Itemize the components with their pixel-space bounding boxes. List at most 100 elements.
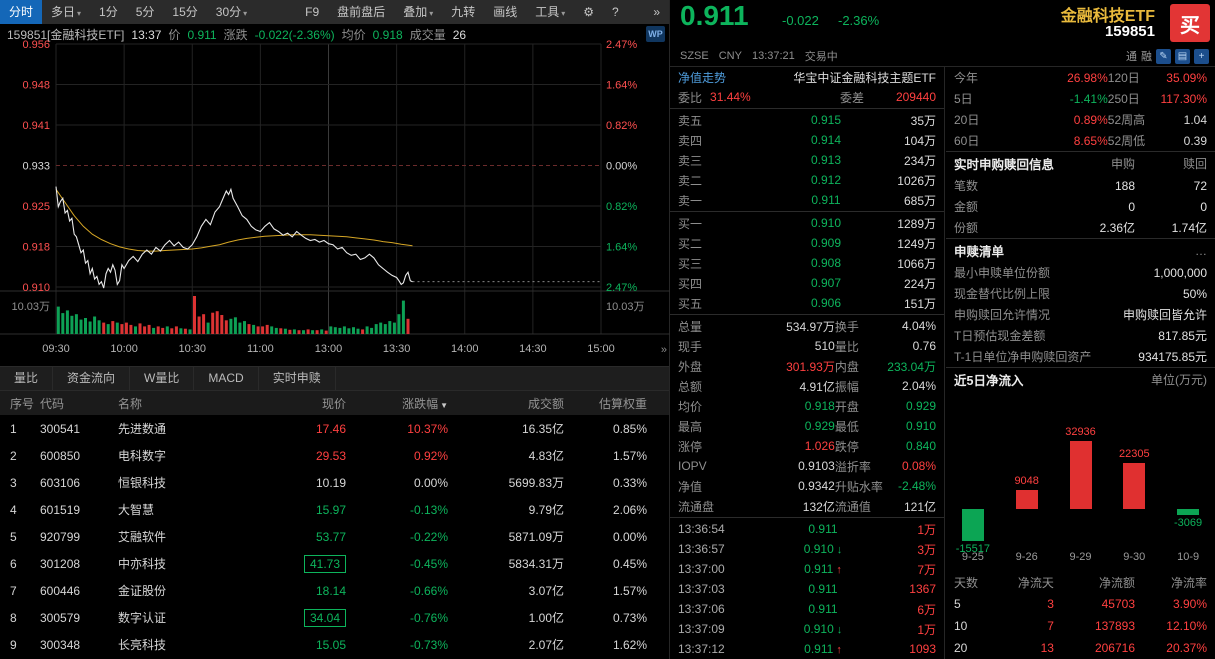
price-axis-label: 0.941 — [22, 120, 50, 132]
bid-row[interactable]: 买三 0.908 1066万 — [678, 256, 936, 271]
unit-label: 单位(万元) — [1151, 373, 1207, 387]
dropdown-arrow-icon: ▾ — [77, 9, 82, 18]
holdings-row[interactable]: 6 301208 中亦科技 41.73 -0.45% 5834.31万 0.45% — [10, 554, 647, 573]
column-header-现价[interactable]: 现价 — [321, 396, 346, 411]
bid-row[interactable]: 买四 0.907 224万 — [678, 276, 936, 291]
bid-row[interactable]: 买五 0.906 151万 — [678, 296, 936, 311]
bid-row[interactable]: 买二 0.909 1249万 — [678, 236, 936, 251]
ask-row[interactable]: 卖一 0.911 685万 — [678, 193, 936, 208]
price-arrow-icon: ↓ — [836, 624, 843, 636]
toolbar-action-工具[interactable]: 工具 ▾ — [535, 5, 566, 19]
tick-row: 13:36:54 0.911 1万 — [678, 522, 936, 537]
buy-button[interactable]: 买 — [1170, 4, 1210, 42]
ask-row[interactable]: 卖五 0.915 35万 — [678, 113, 936, 128]
pane-tab-量比[interactable]: 量比 — [0, 367, 54, 390]
percent-axis-label: 2.47% — [606, 282, 637, 294]
ask-row[interactable]: 卖三 0.913 234万 — [678, 153, 936, 168]
toolbar-action-叠加[interactable]: 叠加 ▾ — [403, 5, 434, 19]
redemption-col-header: 赎回 — [1182, 157, 1207, 171]
toolbar-tab-1分[interactable]: 1分 — [99, 5, 118, 19]
shortable-badge: 融 — [1141, 51, 1152, 63]
pane-tab-资金流向[interactable]: 资金流向 — [53, 367, 131, 390]
weibi-row: 委比 31.44% 委差 209440 — [670, 87, 944, 107]
time-axis-label: 14:00 — [451, 343, 479, 355]
toolbar-action-画线[interactable]: 画线 — [493, 5, 518, 19]
toolbar-more-icon[interactable]: » — [653, 5, 660, 19]
nav-row: 净值走势 华宝中证金融科技主题ETF — [670, 67, 944, 87]
toolbar-action-九转[interactable]: 九转 — [451, 5, 476, 19]
price-axis-label: 0.910 — [22, 282, 50, 294]
quote-stats: 总量 534.97万 换手 4.04% 现手 510 量比 0.76 外盘 301.93万 内盘 23… — [670, 316, 944, 516]
ask-row[interactable]: 卖四 0.914 104万 — [678, 133, 936, 148]
performance-grid: 今年 26.98% 120日 35.09% 5日 -1.41% 250日 117.30% 20日… — [946, 67, 1215, 151]
column-header-涨跌幅[interactable]: 涨跌幅 ▼ — [402, 396, 448, 411]
holdings-row[interactable]: 8 300579 数字认证 34.04 -0.76% 1.00亿 0.73% — [10, 608, 647, 627]
time-and-sales[interactable]: 13:36:54 0.911 1万 13:36:57 0.910 ↓ 3万 13:37:00 0… — [670, 519, 944, 659]
time-axis-label: 11:00 — [247, 343, 274, 355]
divider — [670, 108, 944, 109]
flow-value: -15517 — [955, 543, 991, 556]
settings-gear-icon[interactable]: ⚙ — [583, 5, 595, 19]
holdings-row[interactable]: 7 600446 金证股份 18.14 -0.66% 3.07亿 1.57% — [10, 583, 647, 599]
column-header-代码[interactable]: 代码 — [40, 396, 65, 411]
snapshot-avg: 0.918 — [372, 27, 403, 42]
holdings-row[interactable]: 9 300348 长亮科技 15.05 -0.73% 2.07亿 1.62% — [10, 637, 647, 653]
symbol-label: 159851[金融科技ETF] — [7, 28, 125, 42]
toolbar-tab-5分[interactable]: 5分 — [135, 5, 155, 19]
monitor-icon[interactable]: ▤ — [1175, 48, 1190, 64]
divider — [670, 314, 944, 315]
collapse-handle-icon[interactable]: » — [660, 344, 667, 356]
toolbar-tab-15分[interactable]: 15分 — [172, 5, 198, 19]
add-icon[interactable]: + — [1194, 48, 1209, 64]
more-icon[interactable]: … — [1195, 243, 1207, 258]
price-axis-label: 0.933 — [22, 161, 50, 173]
holdings-row[interactable]: 3 603106 恒银科技 10.19 0.00% 5699.83万 0.33% — [10, 475, 647, 491]
performance-row: 5日 -1.41% 250日 117.30% — [954, 91, 1207, 107]
wp-badge-icon[interactable]: WP — [646, 26, 665, 42]
column-header-名称[interactable]: 名称 — [118, 396, 143, 411]
last-price: 0.911 — [680, 0, 749, 31]
bid-row[interactable]: 买一 0.910 1289万 — [678, 216, 936, 231]
creation-list-rows: 最小申赎单位份额 1,000,000 现金替代比例上限 50% 申购赎回允许情况 申购赎回… — [946, 262, 1215, 367]
flow-bar — [1123, 462, 1146, 509]
net-inflow-section-title: 近5日净流入 单位(万元) — [946, 367, 1215, 391]
holdings-row[interactable]: 4 601519 大智慧 15.97 -0.13% 9.79亿 2.06% — [10, 502, 647, 518]
divider — [670, 517, 944, 518]
flow-value: 32936 — [1065, 426, 1096, 438]
toolbar-action-F9[interactable]: F9 — [305, 5, 320, 19]
toolbar-tab-分时[interactable]: 分时 — [0, 0, 43, 24]
pane-tab-MACD[interactable]: MACD — [194, 367, 259, 390]
intraday-chart[interactable]: 0.956 0.948 0.941 0.933 0.925 0.918 0.910 2.47%… — [0, 40, 670, 360]
order-book-panel[interactable]: 净值走势 华宝中证金融科技主题ETF 委比 31.44% 委差 209440 卖… — [670, 67, 945, 659]
flow-table-row: 5 3 45703 3.90% — [954, 597, 1207, 611]
performance-row: 今年 26.98% 120日 35.09% — [954, 70, 1207, 86]
nav-value-trend-link[interactable]: 净值走势 — [678, 70, 727, 85]
edit-icon[interactable]: ✎ — [1156, 48, 1171, 64]
toolbar-tab-多日[interactable]: 多日 ▾ — [51, 5, 82, 19]
volume-axis-label: 10.03万 — [11, 301, 50, 313]
currency-label: CNY — [718, 50, 742, 62]
column-header-成交额[interactable]: 成交额 — [527, 396, 564, 411]
holdings-row[interactable]: 1 300541 先进数通 17.46 10.37% 16.35亿 0.85% — [10, 421, 647, 437]
ask-row[interactable]: 卖二 0.912 1026万 — [678, 173, 936, 188]
time-axis-label: 15:00 — [587, 343, 615, 355]
quote-header: 0.911 -0.022 -2.36% 金融科技ETF 159851 买 — [670, 0, 1215, 46]
stat-row: 总额 4.91亿 振幅 2.04% — [678, 379, 936, 394]
holdings-row[interactable]: 2 600850 电科数字 29.53 0.92% 4.83亿 1.57% — [10, 448, 647, 464]
column-header-估算权重[interactable]: 估算权重 — [598, 396, 647, 411]
percent-axis-label: 0.82% — [606, 201, 637, 213]
pane-tab-实时申赎[interactable]: 实时申赎 — [259, 367, 336, 390]
price-line — [55, 186, 413, 289]
price-change: -0.022 — [782, 13, 819, 28]
pane-tab-W量比[interactable]: W量比 — [130, 367, 195, 390]
help-icon[interactable]: ? — [612, 5, 619, 19]
toolbar-tab-30分[interactable]: 30分 ▾ — [215, 5, 248, 19]
holdings-row[interactable]: 5 920799 艾融软件 53.77 -0.22% 5871.09万 0.00% — [10, 529, 647, 545]
creation-list-row: 最小申赎单位份额 1,000,000 — [954, 265, 1207, 281]
realtime-creation-rows: 笔数 188 72 金额 0 0 份额 2.36亿 1.74亿 — [946, 175, 1215, 238]
toolbar-action-盘前盘后[interactable]: 盘前盘后 — [337, 5, 386, 19]
volume-axis-label: 10.03万 — [606, 301, 645, 313]
price-label: 价 — [168, 28, 181, 42]
percent-axis-label: 0.00% — [606, 161, 637, 173]
column-header-序号[interactable]: 序号 — [10, 396, 35, 411]
